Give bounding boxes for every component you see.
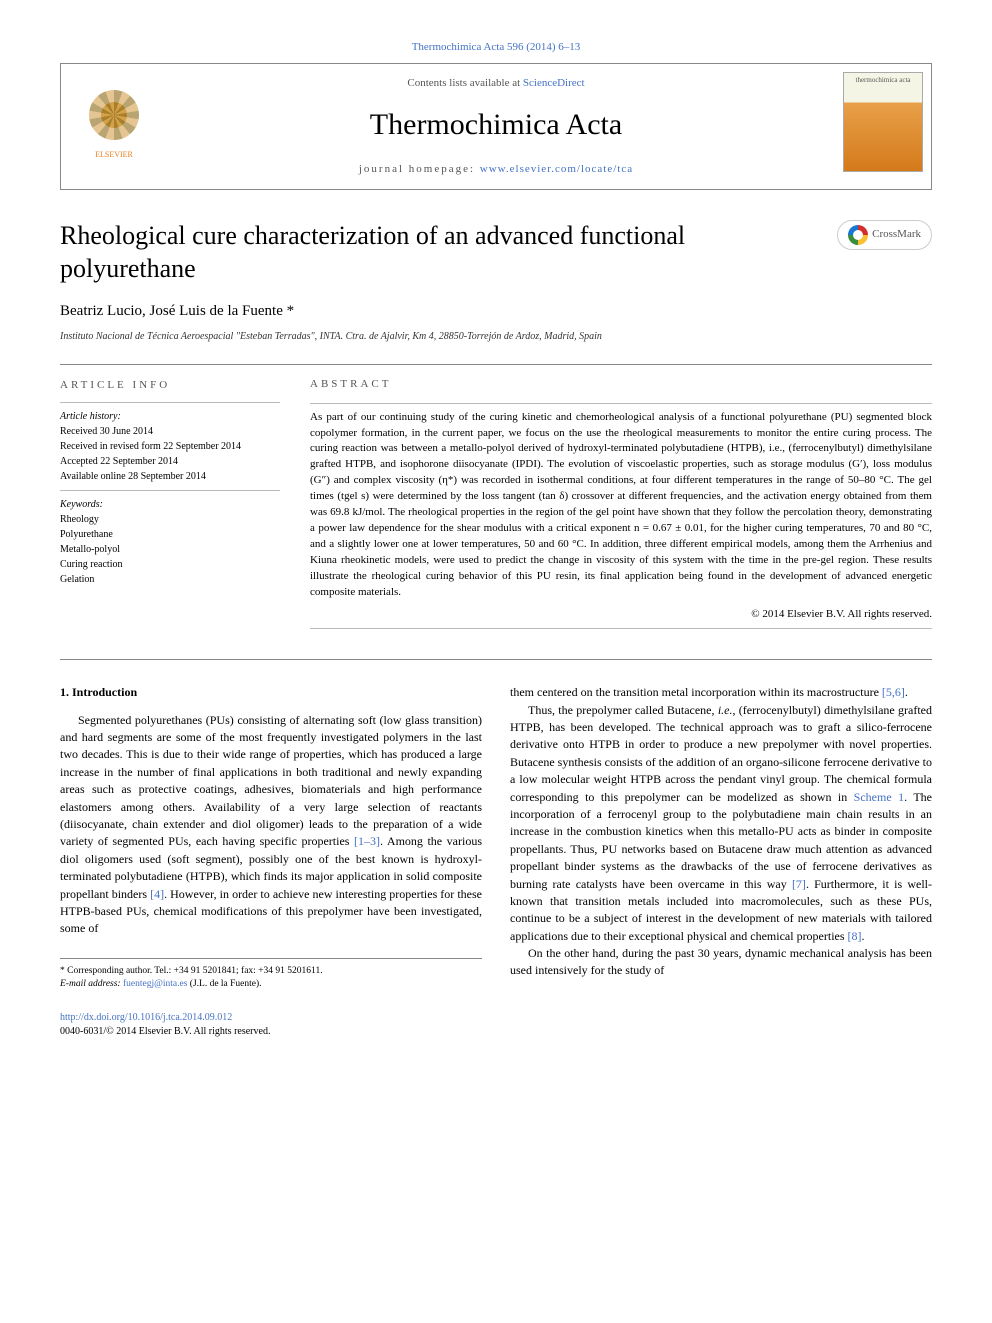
- divider: [310, 628, 932, 629]
- article-info-heading: ARTICLE INFO: [60, 377, 280, 394]
- email-link[interactable]: fuentegj@inta.es: [123, 979, 187, 989]
- divider: [60, 364, 932, 365]
- article-info-column: ARTICLE INFO Article history: Received 3…: [60, 377, 280, 635]
- corresponding-author-footnote: * Corresponding author. Tel.: +34 91 520…: [60, 958, 482, 992]
- divider: [60, 402, 280, 403]
- contents-available-line: Contents lists available at ScienceDirec…: [181, 76, 811, 91]
- doi-link[interactable]: http://dx.doi.org/10.1016/j.tca.2014.09.…: [60, 1012, 232, 1023]
- citation-link[interactable]: [8]: [848, 929, 862, 943]
- received-date: Received 30 June 2014: [60, 424, 280, 439]
- keyword: Gelation: [60, 572, 280, 587]
- publisher-name: ELSEVIER: [95, 149, 133, 160]
- para-text: , (ferrocenylbutyl) dimethylsilane graft…: [510, 703, 932, 804]
- body-two-column: 1. Introduction Segmented polyurethanes …: [60, 684, 932, 991]
- sciencedirect-link[interactable]: ScienceDirect: [523, 77, 585, 89]
- authors: Beatriz Lucio, José Luis de la Fuente *: [60, 301, 932, 322]
- para-text: . The incorporation of a ferrocenyl grou…: [510, 790, 932, 891]
- scheme-link[interactable]: Scheme 1: [854, 790, 904, 804]
- issn-copyright-line: 0040-6031/© 2014 Elsevier B.V. All right…: [60, 1025, 932, 1039]
- email-line: E-mail address: fuentegj@inta.es (J.L. d…: [60, 978, 482, 991]
- crossmark-icon: [848, 225, 868, 245]
- keyword: Polyurethane: [60, 527, 280, 542]
- citation-link[interactable]: [7]: [792, 877, 806, 891]
- keyword: Metallo-polyol: [60, 542, 280, 557]
- title-row: Rheological cure characterization of an …: [60, 220, 932, 285]
- keyword: Rheology: [60, 512, 280, 527]
- journal-homepage-line: journal homepage: www.elsevier.com/locat…: [181, 162, 811, 177]
- online-date: Available online 28 September 2014: [60, 469, 280, 484]
- citation-link[interactable]: [1–3]: [354, 834, 380, 848]
- journal-name: Thermochimica Acta: [181, 104, 811, 146]
- divider: [60, 659, 932, 660]
- italic-abbrev: i.e.: [718, 703, 733, 717]
- body-paragraph: Segmented polyurethanes (PUs) consisting…: [60, 712, 482, 938]
- article-title: Rheological cure characterization of an …: [60, 220, 817, 285]
- journal-homepage-link[interactable]: www.elsevier.com/locate/tca: [480, 163, 633, 175]
- para-text: .: [905, 685, 908, 699]
- cover-label: thermochimica acta: [856, 76, 911, 84]
- para-text: Segmented polyurethanes (PUs) consisting…: [60, 713, 482, 849]
- accepted-date: Accepted 22 September 2014: [60, 454, 280, 469]
- email-attribution: (J.L. de la Fuente).: [187, 979, 261, 989]
- crossmark-label: CrossMark: [872, 227, 921, 242]
- doi-footer: http://dx.doi.org/10.1016/j.tca.2014.09.…: [60, 1011, 932, 1039]
- correspondence-line: * Corresponding author. Tel.: +34 91 520…: [60, 965, 482, 978]
- elsevier-logo: ELSEVIER: [69, 72, 159, 172]
- journal-header-box: ELSEVIER thermochimica acta Contents lis…: [60, 63, 932, 190]
- abstract-text: As part of our continuing study of the c…: [310, 410, 932, 601]
- elsevier-tree-icon: [84, 85, 144, 145]
- divider: [310, 403, 932, 404]
- body-paragraph: them centered on the transition metal in…: [510, 684, 932, 701]
- citation-link[interactable]: [4]: [150, 887, 164, 901]
- journal-cover-thumbnail: thermochimica acta: [843, 72, 923, 172]
- journal-reference: Thermochimica Acta 596 (2014) 6–13: [60, 40, 932, 55]
- para-text: Thus, the prepolymer called Butacene,: [528, 703, 718, 717]
- history-label: Article history:: [60, 409, 280, 424]
- abstract-column: ABSTRACT As part of our continuing study…: [310, 377, 932, 635]
- keywords-label: Keywords:: [60, 497, 280, 512]
- para-text: them centered on the transition metal in…: [510, 685, 882, 699]
- abstract-heading: ABSTRACT: [310, 377, 932, 392]
- para-text: .: [862, 929, 865, 943]
- divider: [60, 490, 280, 491]
- citation-link[interactable]: [5,6]: [882, 685, 905, 699]
- section-1-heading: 1. Introduction: [60, 684, 482, 701]
- crossmark-badge[interactable]: CrossMark: [837, 220, 932, 250]
- affiliation: Instituto Nacional de Técnica Aeroespaci…: [60, 330, 932, 344]
- abstract-copyright: © 2014 Elsevier B.V. All rights reserved…: [310, 607, 932, 622]
- keyword: Curing reaction: [60, 557, 280, 572]
- revised-date: Received in revised form 22 September 20…: [60, 439, 280, 454]
- body-paragraph: Thus, the prepolymer called Butacene, i.…: [510, 702, 932, 945]
- body-paragraph: On the other hand, during the past 30 ye…: [510, 945, 932, 980]
- homepage-prefix: journal homepage:: [359, 163, 480, 175]
- email-label: E-mail address:: [60, 979, 123, 989]
- info-abstract-row: ARTICLE INFO Article history: Received 3…: [60, 377, 932, 635]
- contents-prefix: Contents lists available at: [407, 77, 522, 89]
